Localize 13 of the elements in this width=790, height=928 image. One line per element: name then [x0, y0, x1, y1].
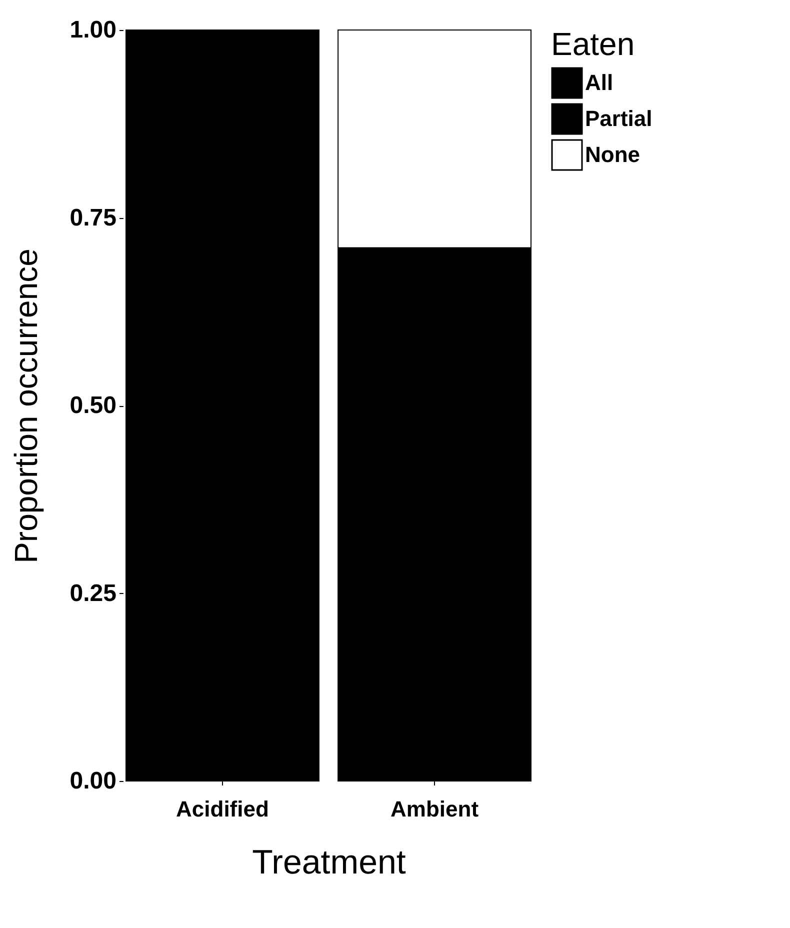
x-axis-title: Treatment [252, 844, 406, 882]
legend-label: Partial [585, 106, 652, 131]
x-tick-label: Ambient [390, 796, 480, 822]
legend-title: Eaten [551, 26, 635, 62]
y-tick-label: 1.00 [70, 16, 116, 44]
y-axis-title: Proportion occurrence [8, 248, 44, 564]
y-tick-label: 0.50 [70, 392, 116, 419]
y-tick-label: 0.00 [70, 768, 116, 794]
x-tick-label: Acidified [176, 796, 269, 822]
y-tick-label: 0.75 [70, 204, 116, 232]
legend-label: All [585, 70, 614, 95]
legend-label: None [585, 142, 640, 167]
y-tick-label: 0.25 [70, 580, 116, 607]
